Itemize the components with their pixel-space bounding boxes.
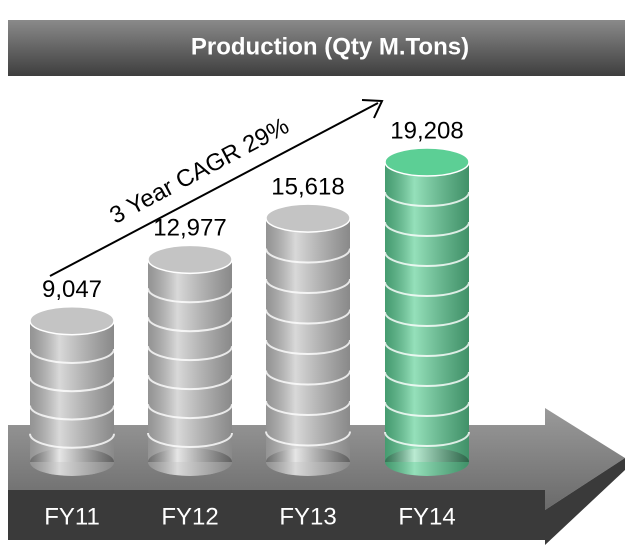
stack-bottom-shade — [385, 448, 469, 476]
coin-edge — [265, 309, 351, 325]
coin-edge — [384, 251, 470, 267]
title-band — [8, 20, 625, 76]
coin-edge — [265, 400, 351, 416]
coin-edge — [29, 433, 115, 449]
data-label: 9,047 — [42, 276, 102, 303]
coin-edge — [265, 278, 351, 295]
stack-top — [29, 305, 115, 336]
coin-edge — [384, 401, 470, 417]
coin-edge — [384, 221, 470, 237]
data-label: 15,618 — [271, 173, 344, 200]
x-tick-label: FY14 — [398, 503, 455, 530]
coin-edge — [384, 371, 470, 387]
coin-edge — [384, 281, 470, 297]
coin-edge — [384, 341, 470, 357]
coin-edge — [265, 431, 351, 447]
data-label: 12,977 — [153, 215, 226, 242]
data-label: 19,208 — [390, 117, 463, 144]
stack-top — [384, 147, 470, 177]
coin-edge — [384, 191, 470, 207]
x-tick-label: FY12 — [161, 503, 218, 530]
coin-edge — [29, 377, 115, 393]
stack-bottom-shade — [30, 448, 114, 476]
stack-bottom-shade — [266, 448, 350, 476]
coin-edge — [29, 405, 115, 421]
coin-edge — [147, 374, 233, 391]
x-tick-label: FY13 — [279, 503, 336, 530]
coin-edge — [265, 339, 351, 356]
stack-top — [265, 203, 351, 233]
x-tick-label: FY11 — [44, 503, 100, 530]
coin-edge — [384, 431, 470, 447]
coin-edge — [147, 288, 233, 304]
coin-edge — [147, 432, 233, 449]
cagr-arrow — [49, 99, 384, 277]
coin-edge — [384, 311, 470, 327]
coin-edge — [29, 348, 115, 364]
chart-title: Production (Qty M.Tons) — [191, 33, 469, 60]
annotation: 3 Year CAGR 29% — [105, 112, 293, 229]
bar-shade — [266, 218, 350, 462]
coin-edge — [265, 248, 351, 264]
stack-bottom-shade — [148, 448, 232, 476]
coin-edge — [147, 346, 233, 362]
coin-edge — [147, 403, 233, 420]
coin-edge — [147, 317, 233, 333]
coin-edge — [265, 370, 351, 386]
stack-top — [147, 244, 233, 275]
